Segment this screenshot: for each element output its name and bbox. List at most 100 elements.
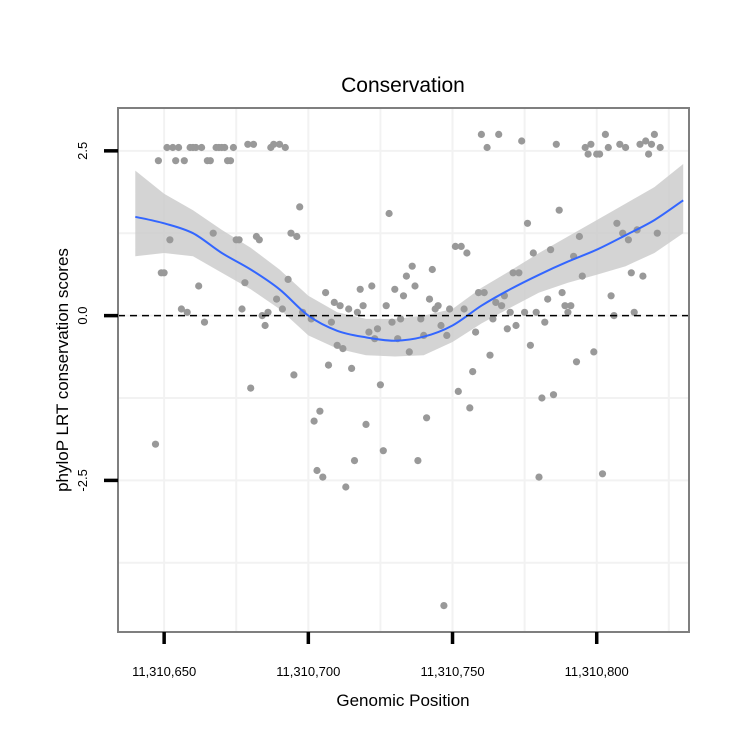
y-tick-label: 2.5 xyxy=(75,142,90,160)
data-point xyxy=(293,232,301,241)
data-point xyxy=(319,473,327,481)
data-point xyxy=(348,364,356,372)
data-point xyxy=(169,143,177,152)
data-point xyxy=(189,143,197,152)
data-point xyxy=(273,295,281,303)
data-point xyxy=(252,232,260,241)
data-point xyxy=(532,308,540,316)
data-point xyxy=(368,282,376,290)
data-point xyxy=(647,140,656,148)
data-point xyxy=(278,305,286,313)
data-point xyxy=(630,308,638,316)
data-point xyxy=(451,242,459,250)
data-point xyxy=(373,325,382,333)
data-point xyxy=(443,331,451,339)
data-points xyxy=(151,130,664,610)
data-point xyxy=(627,269,635,277)
y-tick-label: -2.5 xyxy=(75,469,90,491)
y-axis-title: phyloP LRT conservation scores xyxy=(53,248,72,492)
data-point xyxy=(492,298,500,306)
data-point xyxy=(356,285,364,293)
data-point xyxy=(397,315,405,323)
data-point xyxy=(382,302,390,310)
data-point xyxy=(405,348,413,356)
data-point xyxy=(350,457,359,465)
smooth-curve xyxy=(135,199,684,342)
data-point xyxy=(423,414,431,422)
data-point xyxy=(209,229,217,237)
data-point xyxy=(154,157,162,165)
data-point xyxy=(385,209,393,218)
data-point xyxy=(345,305,353,313)
data-point xyxy=(284,275,292,283)
data-point xyxy=(581,143,589,152)
data-point xyxy=(172,157,180,165)
data-point xyxy=(218,143,226,152)
data-point xyxy=(538,394,546,402)
data-point xyxy=(561,302,569,310)
plot-panel xyxy=(118,108,689,632)
data-point xyxy=(584,150,592,158)
x-tick-label: 11,310,800 xyxy=(565,664,629,679)
data-point xyxy=(206,157,214,165)
data-point xyxy=(624,236,633,244)
data-point xyxy=(483,143,491,152)
data-point xyxy=(411,282,419,290)
data-point xyxy=(342,483,350,491)
data-point xyxy=(506,308,514,316)
data-point xyxy=(270,140,278,148)
data-point xyxy=(469,368,477,376)
data-point xyxy=(567,302,575,310)
panel-background xyxy=(118,108,689,632)
data-point xyxy=(656,143,664,152)
data-point xyxy=(163,143,171,152)
data-point xyxy=(613,219,621,227)
data-point xyxy=(399,292,408,300)
panel-frame xyxy=(117,107,690,633)
data-point xyxy=(474,289,483,297)
data-point xyxy=(547,246,555,254)
loess-line xyxy=(135,199,684,342)
data-point xyxy=(408,262,416,270)
data-point xyxy=(324,361,333,369)
data-point xyxy=(238,305,246,313)
data-point xyxy=(593,150,601,158)
data-point xyxy=(287,229,295,237)
data-point xyxy=(572,358,581,366)
data-point xyxy=(281,143,289,152)
data-point xyxy=(275,140,284,148)
data-point xyxy=(590,348,598,356)
x-tick-label: 11,310,700 xyxy=(276,664,340,679)
data-point xyxy=(529,249,537,257)
data-point xyxy=(498,302,506,310)
data-point xyxy=(247,384,255,392)
data-point xyxy=(431,305,439,313)
data-point xyxy=(642,137,650,145)
data-point xyxy=(477,130,485,138)
data-point xyxy=(578,272,586,280)
data-point xyxy=(362,420,370,428)
data-point xyxy=(327,318,335,326)
data-point xyxy=(472,328,480,336)
data-point xyxy=(604,143,612,152)
data-point xyxy=(336,302,344,310)
data-point xyxy=(535,473,543,481)
data-point xyxy=(151,440,160,448)
data-point xyxy=(235,236,243,244)
data-point xyxy=(379,447,387,455)
data-point xyxy=(454,387,462,395)
data-point xyxy=(417,315,425,323)
data-point xyxy=(515,269,523,277)
data-point xyxy=(558,289,566,297)
data-point xyxy=(316,407,324,415)
data-point xyxy=(518,137,526,145)
data-point xyxy=(521,308,529,316)
data-point xyxy=(359,302,367,310)
data-point xyxy=(587,140,595,148)
data-point xyxy=(166,236,174,244)
data-point xyxy=(645,150,653,158)
y-tick-label: 0.0 xyxy=(75,307,90,325)
data-point xyxy=(290,371,298,379)
panel-border xyxy=(117,107,690,633)
data-point xyxy=(607,292,615,300)
